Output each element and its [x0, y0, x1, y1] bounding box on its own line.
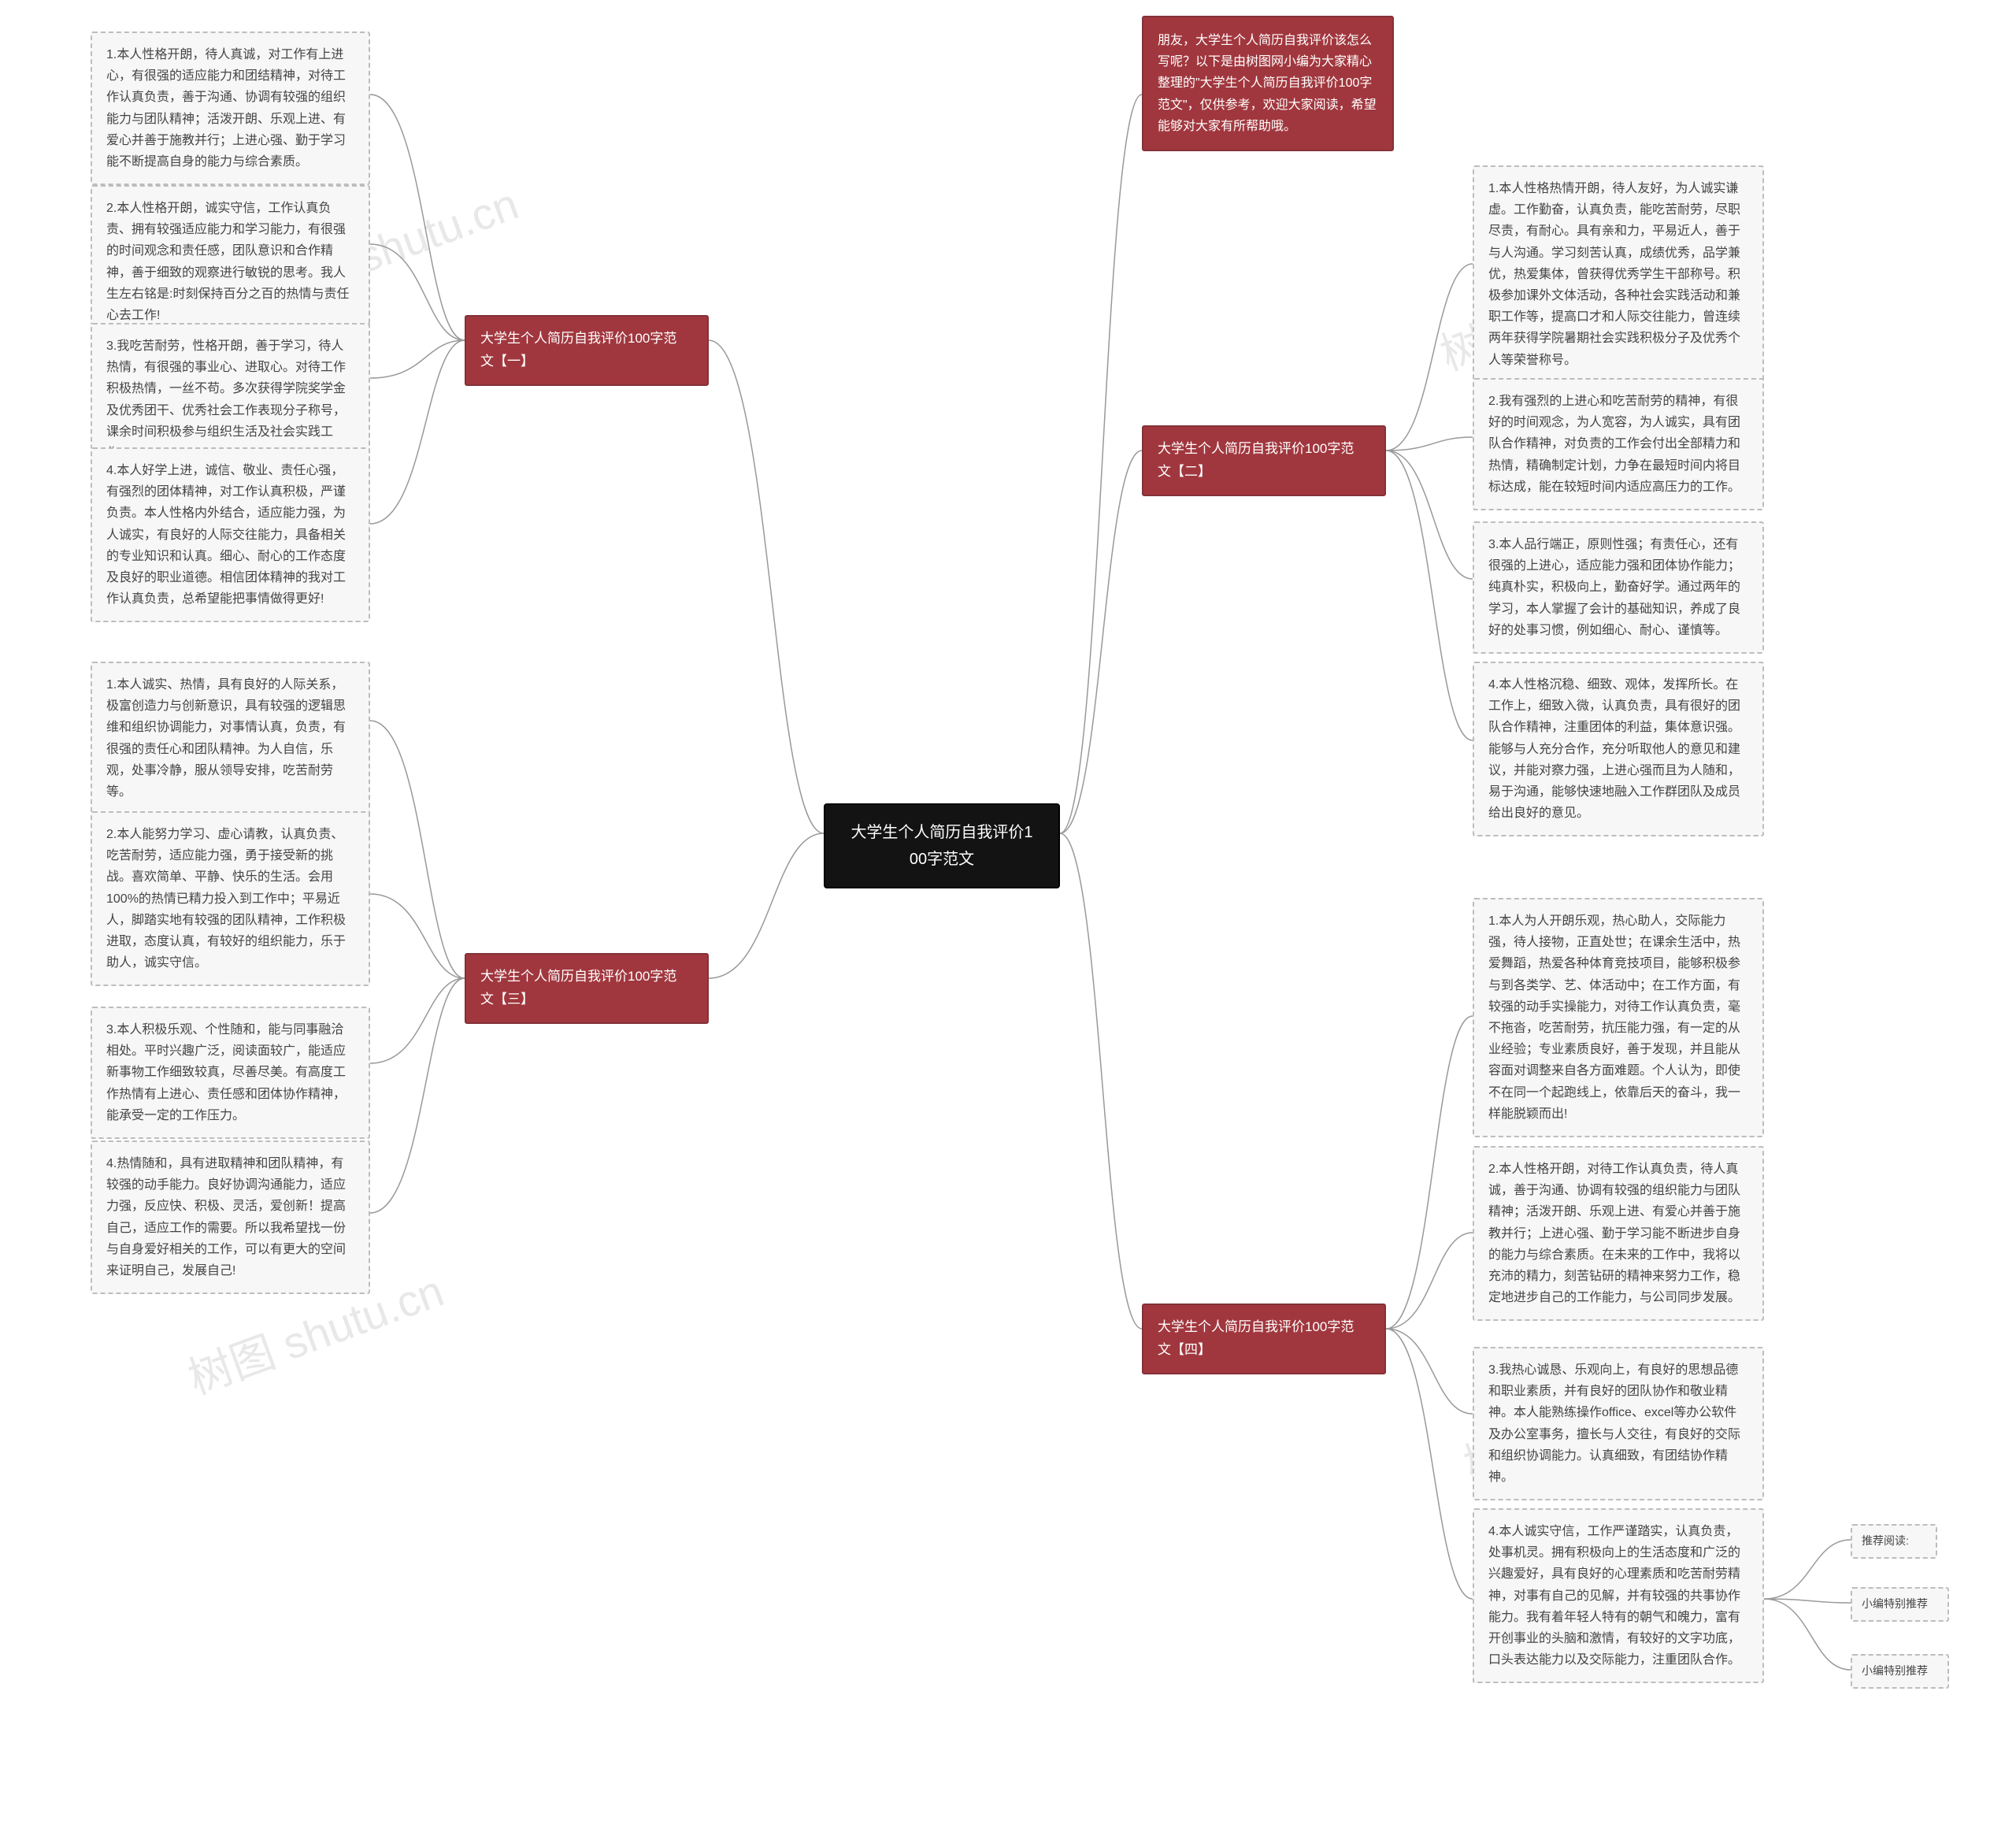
leaf-node[interactable]: 1.本人性格开朗，待人真诚，对工作有上进心，有很强的适应能力和团结精神，对待工作… — [91, 32, 370, 185]
intro-node[interactable]: 朋友，大学生个人简历自我评价该怎么写呢？以下是由树图网小编为大家精心整理的"大学… — [1142, 16, 1394, 151]
leaf-node[interactable]: 4.本人诚实守信，工作严谨踏实，认真负责，处事机灵。拥有积极向上的生活态度和广泛… — [1473, 1508, 1764, 1683]
leaf-node[interactable]: 3.本人品行端正，原则性强；有责任心，还有很强的上进心，适应能力强和团体协作能力… — [1473, 521, 1764, 654]
leaf-node[interactable]: 3.本人积极乐观、个性随和，能与同事融洽相处。平时兴趣广泛，阅读面较广，能适应新… — [91, 1007, 370, 1139]
leaf-node[interactable]: 1.本人为人开朗乐观，热心助人，交际能力强，待人接物，正直处世；在课余生活中，热… — [1473, 898, 1764, 1137]
extra-link[interactable]: 小编特别推荐 — [1851, 1654, 1949, 1689]
branch-one[interactable]: 大学生个人简历自我评价100字范 文【一】 — [465, 315, 709, 386]
leaf-node[interactable]: 4.热情随和，具有进取精神和团队精神，有较强的动手能力。良好协调沟通能力，适应力… — [91, 1140, 370, 1294]
branch-four[interactable]: 大学生个人简历自我评价100字范 文【四】 — [1142, 1304, 1386, 1374]
leaf-node[interactable]: 4.本人性格沉稳、细致、观体，发挥所长。在工作上，细致入微，认真负责，具有很好的… — [1473, 662, 1764, 836]
leaf-node[interactable]: 2.我有强烈的上进心和吃苦耐劳的精神，有很好的时间观念，为人宽容，为人诚实，具有… — [1473, 378, 1764, 510]
watermark: shutu.cn — [350, 178, 524, 283]
leaf-node[interactable]: 3.我热心诚恳、乐观向上，有良好的思想品德和职业素质，并有良好的团队协作和敬业精… — [1473, 1347, 1764, 1500]
leaf-node[interactable]: 2.本人性格开朗，诚实守信，工作认真负责、拥有较强适应能力和学习能力，有很强的时… — [91, 185, 370, 339]
extra-link[interactable]: 小编特别推荐 — [1851, 1587, 1949, 1622]
leaf-node[interactable]: 2.本人性格开朗，对待工作认真负责，待人真诚，善于沟通、协调有较强的组织能力与团… — [1473, 1146, 1764, 1321]
root-node[interactable]: 大学生个人简历自我评价1 00字范文 — [824, 803, 1060, 888]
leaf-node[interactable]: 1.本人性格热情开朗，待人友好，为人诚实谦虚。工作勤奋，认真负责，能吃苦耐劳，尽… — [1473, 165, 1764, 384]
leaf-node[interactable]: 1.本人诚实、热情，具有良好的人际关系，极富创造力与创新意识，具有较强的逻辑思维… — [91, 662, 370, 815]
leaf-node[interactable]: 4.本人好学上进，诚信、敬业、责任心强，有强烈的团体精神，对工作认真积极，严谨负… — [91, 447, 370, 622]
leaf-node[interactable]: 2.本人能努力学习、虚心请教，认真负责、吃苦耐劳，适应能力强，勇于接受新的挑战。… — [91, 811, 370, 986]
branch-two[interactable]: 大学生个人简历自我评价100字范 文【二】 — [1142, 425, 1386, 496]
branch-three[interactable]: 大学生个人简历自我评价100字范 文【三】 — [465, 953, 709, 1024]
extra-link[interactable]: 推荐阅读: — [1851, 1524, 1937, 1559]
